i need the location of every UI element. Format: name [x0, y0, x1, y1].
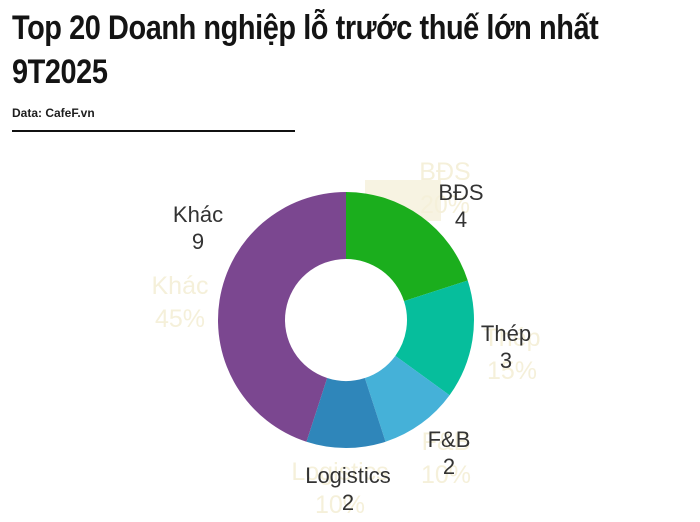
slice-label: BĐS 4: [438, 179, 483, 233]
slice-label-value: 4: [454, 207, 468, 232]
slice-label: F&B 2: [428, 426, 471, 480]
ghost-percent-label: Khác 45%: [152, 270, 209, 336]
ghost-label-percent: 10%: [314, 491, 366, 519]
slice-label-value: 3: [499, 348, 513, 373]
ghost-label-percent: 10%: [420, 461, 472, 489]
ghost-label-name: Logistics: [291, 458, 389, 486]
slice-label: Thép 3: [481, 320, 531, 374]
slice-label-name: BĐS: [438, 180, 484, 205]
slice-label-value: 9: [191, 229, 205, 254]
slice-label-value: 2: [341, 490, 355, 515]
pie-slice-1[interactable]: [395, 280, 474, 396]
pie-slice-2[interactable]: [364, 355, 450, 442]
divider-rule: [12, 130, 295, 132]
slice-label-name: Logistics: [305, 463, 391, 488]
data-source-label: Data: CafeF.vn: [12, 106, 95, 120]
pie-slice-3[interactable]: [306, 378, 386, 449]
slice-label-name: Thép: [480, 321, 532, 346]
ghost-label-percent: 15%: [486, 357, 538, 385]
ghost-label-percent: 45%: [154, 305, 206, 333]
ghost-label-name: Khác: [151, 272, 209, 300]
ghost-label-name: BĐS: [419, 158, 471, 186]
ghost-percent-label: Thép 15%: [484, 322, 541, 388]
page-title-line-1: Top 20 Doanh nghiệp lỗ trước thuế lớn nh…: [12, 9, 599, 47]
slice-label: Khác 9: [173, 201, 223, 255]
ghost-percent-label: BĐS 20%: [419, 156, 470, 222]
ghost-label-name: F&B: [421, 428, 471, 456]
page-title-line-2: 9T2025: [12, 53, 108, 91]
slice-label-value: 2: [442, 454, 456, 479]
ghost-percent-label: Logistics 10%: [291, 456, 388, 522]
slice-label-name: F&B: [427, 427, 471, 452]
pie-slice-4[interactable]: [218, 192, 346, 442]
page-title: Top 20 Doanh nghiệp lỗ trước thuế lớn nh…: [12, 6, 700, 94]
pie-slice-0[interactable]: [346, 192, 468, 302]
ghost-percent-label: F&B 10%: [421, 426, 471, 492]
slice-label-name: Khác: [172, 202, 224, 227]
ghost-label-percent: 20%: [419, 191, 471, 219]
slice-label: Logistics 2: [305, 462, 391, 516]
ghost-label-name: Thép: [483, 324, 541, 352]
